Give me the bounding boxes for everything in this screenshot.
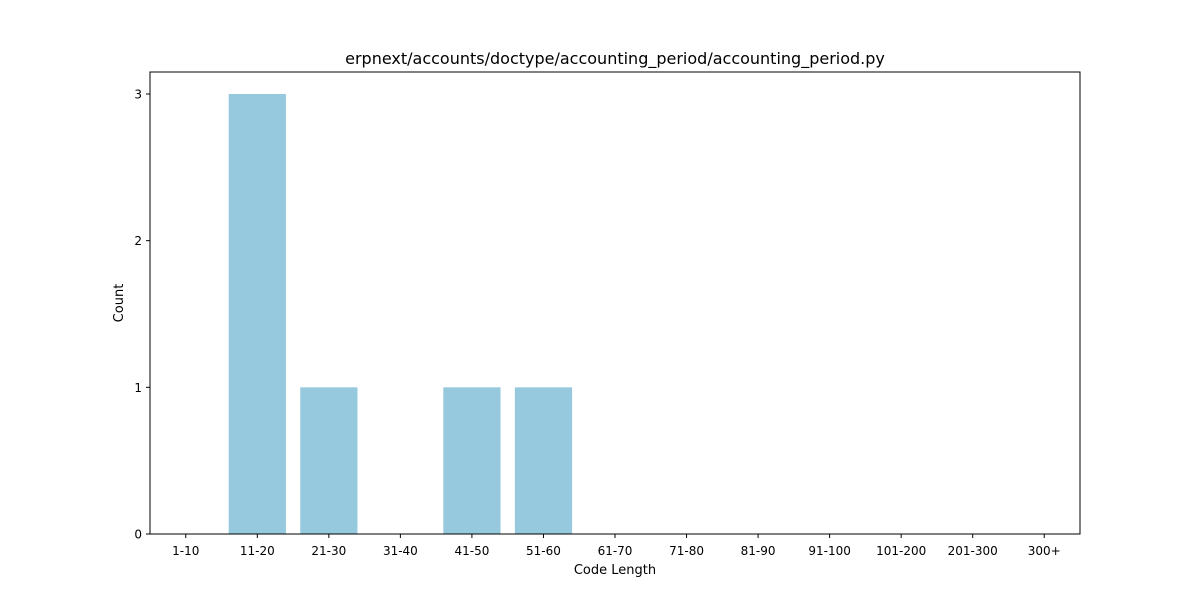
bar-51-60 [514, 387, 573, 534]
x-axis-label: Code Length [574, 563, 656, 578]
x-tick-label: 41-50 [454, 544, 489, 558]
y-tick-label: 0 [134, 528, 142, 542]
bar-41-50 [443, 387, 501, 534]
x-tick-label: 71-80 [669, 544, 704, 558]
x-tick-label: 31-40 [383, 544, 418, 558]
x-tick-label: 1-10 [172, 544, 199, 558]
y-axis-label: Count [112, 284, 127, 323]
x-tick-label: 81-90 [741, 544, 776, 558]
x-tick-label: 51-60 [526, 544, 561, 558]
x-tick-label: 300+ [1028, 544, 1061, 558]
bar-11-20 [228, 94, 286, 534]
x-tick-label: 91-100 [808, 544, 851, 558]
bars-layer [228, 94, 573, 534]
x-axis: 1-10 11-20 21-30 31-40 41-50 51-60 61-70 71-80 8… [172, 534, 1061, 558]
bar-21-30 [300, 387, 358, 534]
y-tick-label: 3 [134, 88, 142, 102]
y-axis: 0 1 2 3 [134, 88, 150, 542]
chart-title: erpnext/accounts/doctype/accounting_peri… [345, 49, 885, 69]
x-tick-label: 201-300 [948, 544, 998, 558]
x-tick-label: 11-20 [240, 544, 275, 558]
y-tick-label: 1 [134, 381, 142, 395]
x-tick-label: 101-200 [876, 544, 926, 558]
x-tick-label: 61-70 [598, 544, 633, 558]
x-tick-label: 21-30 [311, 544, 346, 558]
y-tick-label: 2 [134, 234, 142, 248]
